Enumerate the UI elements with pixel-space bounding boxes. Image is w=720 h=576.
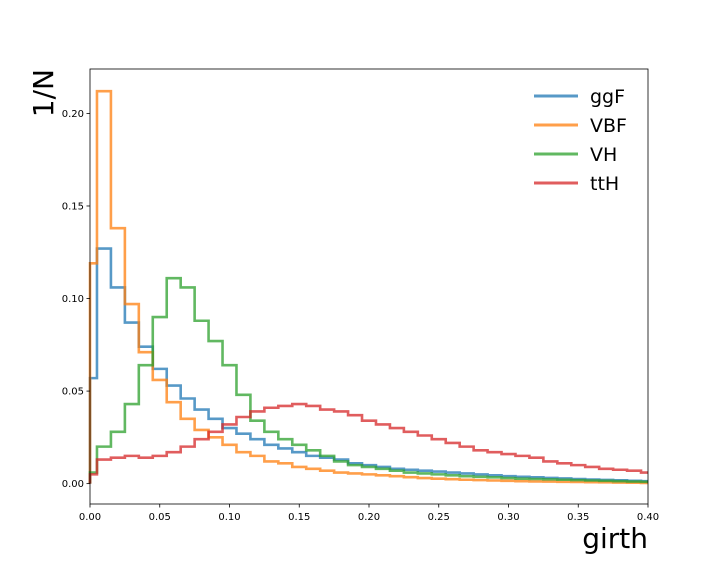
series-layer <box>88 89 648 485</box>
x-tick-label: 0.25 <box>428 512 450 523</box>
y-tick-label: 0.05 <box>62 387 84 398</box>
series-vh-step-line <box>88 276 648 484</box>
series-tth-step-line <box>88 402 648 484</box>
y-tick-label: 0.10 <box>62 294 84 305</box>
x-axis-ticks: 0.00 0.05 0.10 0.15 0.20 0.25 0.30 0.35 0.40 <box>79 504 659 523</box>
legend-label-ggf: ggF <box>590 86 625 108</box>
x-tick-label: 0.10 <box>218 512 240 523</box>
x-tick-label: 0.30 <box>497 512 519 523</box>
series-ggf-step-line <box>88 247 648 484</box>
x-tick-label: 0.00 <box>79 512 101 523</box>
x-tick-label: 0.05 <box>149 512 171 523</box>
legend-label-vbf: VBF <box>590 115 627 137</box>
x-tick-label: 0.35 <box>567 512 589 523</box>
legend-label-vh: VH <box>590 144 617 166</box>
y-tick-label: 0.00 <box>62 479 84 490</box>
series-vbf-step-line <box>88 89 648 485</box>
x-tick-label: 0.40 <box>637 512 659 523</box>
legend: ggF VBF VH ttH <box>534 86 627 195</box>
y-axis-label: 1/N <box>27 69 60 117</box>
x-axis-label: girth <box>582 522 648 555</box>
y-tick-label: 0.20 <box>62 109 84 120</box>
plot-frame <box>89 68 649 505</box>
y-tick-label: 0.15 <box>62 201 84 212</box>
y-axis-ticks: 0.00 0.05 0.10 0.15 0.20 <box>62 109 90 490</box>
legend-label-tth: ttH <box>590 173 619 195</box>
x-tick-label: 0.15 <box>288 512 310 523</box>
x-tick-label: 0.20 <box>358 512 380 523</box>
